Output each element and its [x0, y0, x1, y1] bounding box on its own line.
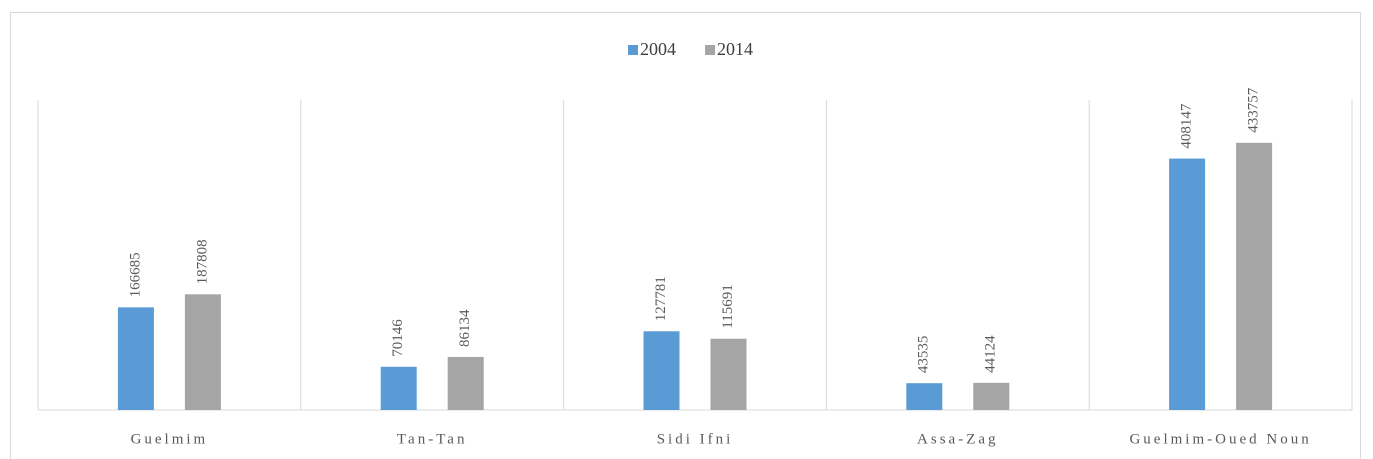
bar [117, 307, 154, 410]
legend-label: 2014 [717, 39, 753, 59]
data-label: 408147 [1179, 103, 1195, 149]
data-label: 127781 [653, 276, 669, 321]
chart-frame [10, 12, 1361, 459]
data-label: 433757 [1246, 87, 1262, 133]
x-tick-label: Sidi Ifni [657, 431, 734, 447]
bar [643, 331, 680, 410]
x-tick-label: Assa-Zag [917, 431, 998, 447]
bar [184, 294, 221, 410]
bar [710, 338, 747, 410]
data-label: 115691 [720, 284, 736, 328]
x-tick-label: Guelmim-Oued Noun [1129, 431, 1311, 447]
bar [906, 383, 943, 410]
bar [1169, 158, 1206, 410]
data-label: 44124 [983, 335, 999, 373]
legend-swatch [628, 45, 638, 55]
data-label: 187808 [194, 239, 210, 284]
bar [1236, 142, 1273, 410]
data-label: 166685 [127, 252, 143, 297]
x-tick-label: Guelmim [131, 431, 209, 447]
data-label: 70146 [390, 319, 406, 357]
x-tick-label: Tan-Tan [397, 431, 468, 447]
data-label: 43535 [916, 336, 932, 374]
bar [447, 356, 484, 410]
bar [380, 366, 417, 410]
bar [973, 382, 1010, 410]
legend-swatch [705, 45, 715, 55]
legend-label: 2004 [640, 39, 676, 59]
data-label: 86134 [457, 309, 473, 347]
